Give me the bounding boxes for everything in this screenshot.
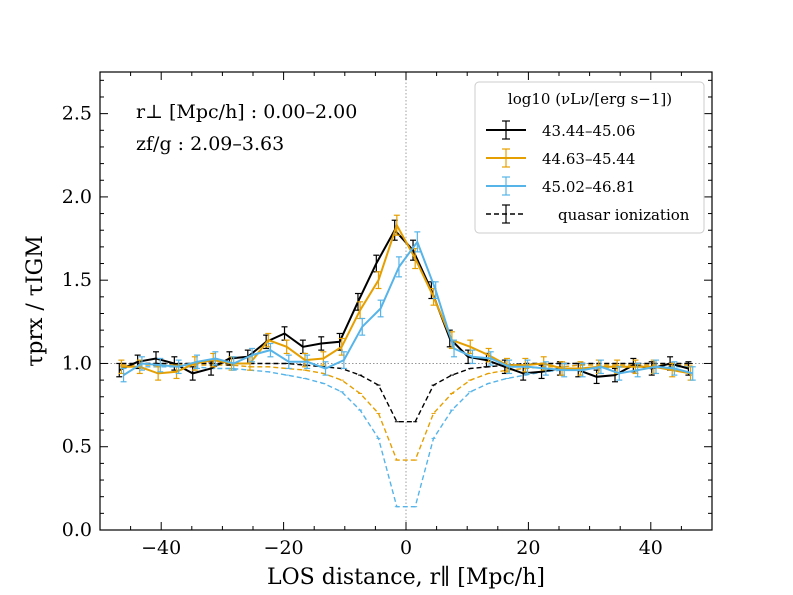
legend-entries: 43.44–45.06 44.63–45.44 45.02–46.81 quasar … — [486, 120, 690, 224]
error-bar — [267, 342, 274, 358]
error-bar — [561, 362, 568, 378]
error-bar — [451, 339, 458, 358]
error-bar — [194, 354, 201, 370]
error-bar — [359, 317, 366, 336]
model-line-2 — [121, 366, 691, 508]
y-tick-label: 0.5 — [62, 436, 92, 458]
rperp-annotation: r⊥ [Mpc/h] : 0.00–2.00 — [136, 101, 357, 123]
legend-entry: quasar ionization — [486, 204, 690, 224]
legend: log10 (νLν/[erg s−1]) 43.44–45.06 44.63–4… — [474, 81, 705, 234]
error-bar — [487, 351, 494, 366]
error-bar — [579, 362, 586, 378]
y-tick-label: 2.0 — [62, 186, 92, 208]
x-tick-label: 0 — [400, 537, 412, 559]
y-axis-title: τprx / τIGM — [23, 235, 48, 367]
legend-entry: 43.44–45.06 — [486, 120, 635, 140]
legend-label: 43.44–45.06 — [542, 122, 635, 140]
error-bar — [506, 359, 513, 375]
x-tick-label: −20 — [264, 537, 304, 559]
error-bar — [524, 359, 531, 375]
error-bar — [414, 231, 421, 253]
y-tick-label: 0.0 — [62, 519, 92, 541]
error-bar — [157, 357, 164, 373]
error-bar — [653, 359, 660, 375]
series-line-0 — [118, 228, 689, 378]
legend-entry: 44.63–45.44 — [486, 148, 635, 168]
x-tick-label: 20 — [516, 537, 540, 559]
x-axis-title: LOS distance, r∥ [Mpc/h] — [267, 565, 545, 590]
x-tick-label: −40 — [141, 537, 181, 559]
error-bar — [671, 361, 678, 376]
y-tick-label: 1.0 — [62, 352, 92, 374]
error-bar — [377, 299, 384, 318]
legend-entry: 45.02–46.81 — [486, 176, 635, 196]
error-bar — [230, 356, 237, 371]
y-tick-label: 2.5 — [62, 103, 92, 125]
error-bar — [285, 354, 292, 370]
legend-label: quasar ionization — [558, 206, 690, 224]
model-line-1 — [121, 364, 691, 461]
legend-title: log10 (νLν/[erg s−1]) — [508, 90, 672, 108]
y-tick-label: 1.5 — [62, 269, 92, 291]
error-bar — [138, 356, 145, 371]
zfg-annotation: zf/g : 2.09–3.63 — [136, 133, 284, 155]
legend-box — [474, 81, 705, 234]
error-bar — [542, 361, 549, 376]
error-bar — [393, 214, 400, 236]
data-series — [116, 214, 696, 385]
error-bar — [597, 359, 604, 375]
error-bar — [469, 349, 476, 365]
error-bar — [689, 366, 696, 381]
x-tick-label: 40 — [639, 537, 663, 559]
error-bar — [212, 351, 219, 366]
error-bar — [318, 336, 325, 351]
error-bar — [375, 271, 382, 290]
error-bar — [340, 351, 347, 370]
error-bar — [249, 347, 256, 363]
error-bar — [432, 281, 439, 300]
axis-ticks: −40 −20 0 20 40 0.0 0.5 1.0 1.5 2.0 2.5 — [62, 72, 713, 559]
error-bar — [395, 256, 402, 278]
error-bar — [304, 354, 311, 370]
legend-label: 45.02–46.81 — [542, 178, 635, 196]
error-bar — [175, 359, 182, 375]
legend-label: 44.63–45.44 — [542, 150, 635, 168]
error-bar — [634, 362, 641, 378]
series-line-2 — [123, 239, 693, 376]
error-bar — [322, 361, 329, 376]
error-bar — [120, 367, 127, 383]
error-bar — [616, 366, 623, 381]
error-bar — [283, 339, 290, 355]
